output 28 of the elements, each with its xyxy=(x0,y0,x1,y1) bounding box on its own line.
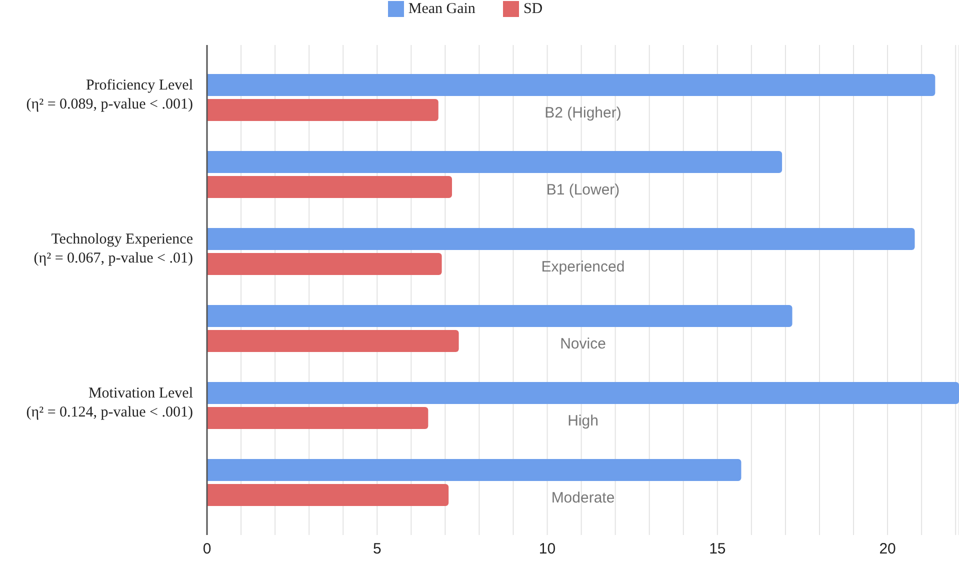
y-tick-label: Moderate xyxy=(551,490,615,506)
bar xyxy=(207,74,936,96)
bar xyxy=(207,484,449,506)
x-tick-label: 5 xyxy=(372,540,382,558)
bar xyxy=(207,151,782,173)
x-tick-label: 20 xyxy=(879,540,896,558)
bar xyxy=(207,305,792,327)
legend-label: Mean Gain xyxy=(408,1,476,17)
text: Motivation Level (η² = 0.124, p-value < .001) xyxy=(26,386,193,420)
x-tick-label: 15 xyxy=(709,540,726,558)
x-tick-label: 10 xyxy=(538,540,556,558)
y-tick-label: High xyxy=(568,412,598,430)
bar xyxy=(207,407,428,429)
y-tick-label: Experienced xyxy=(541,258,625,276)
y-tick-label: Novice xyxy=(560,336,606,352)
bar xyxy=(207,99,438,121)
bar xyxy=(207,382,959,404)
bar xyxy=(207,330,459,352)
bar xyxy=(207,253,442,275)
x-tick-label: 0 xyxy=(202,540,212,558)
text: Technology Experience (η² = 0.067, p-value < .01) xyxy=(34,232,194,266)
y-tick-label: B1 (Lower) xyxy=(546,182,620,198)
y-tick-label: B2 (Higher) xyxy=(544,104,622,122)
text: Proficiency Level (η² = 0.089, p-value < .001) xyxy=(26,78,193,112)
bar xyxy=(207,459,742,481)
legend-label: SD xyxy=(523,1,543,17)
bar xyxy=(207,176,452,198)
bar xyxy=(207,228,915,250)
